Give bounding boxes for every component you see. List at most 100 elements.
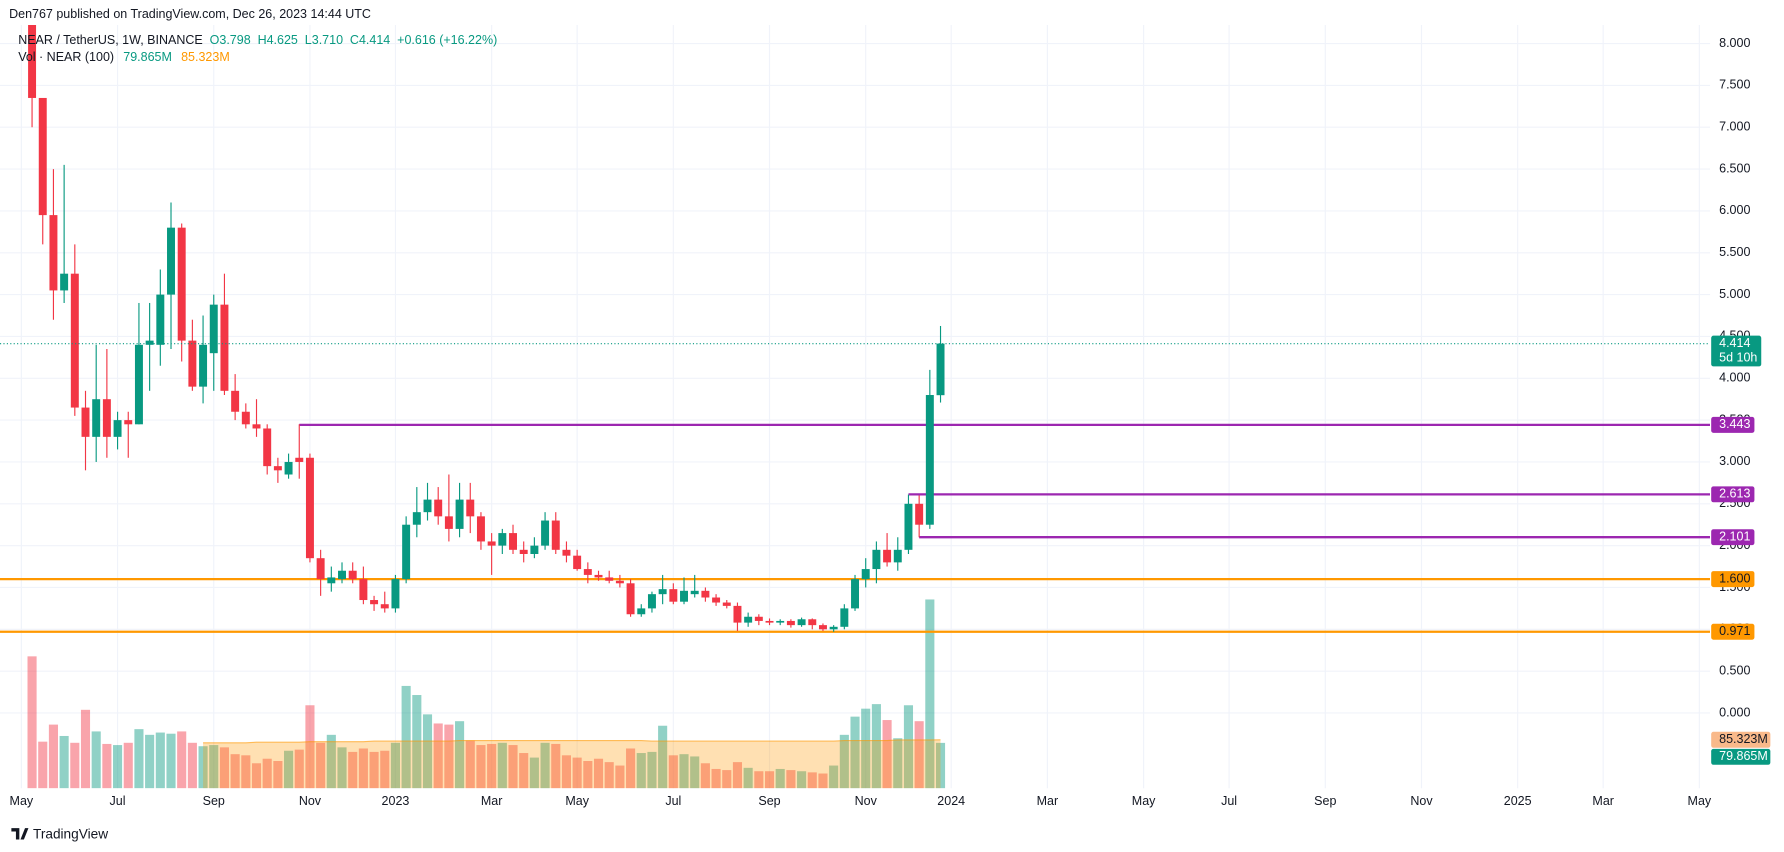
candle-body [818,625,827,630]
volume-bar [294,749,304,789]
volume-axis-label: 79.865M [1719,749,1768,763]
candle-body [199,344,208,387]
volume-bar [401,685,411,789]
legend-volume: Vol · NEAR (100) 79.865M 85.323M [18,50,230,64]
y-tick-label: 5.000 [1719,287,1750,301]
candle-body [541,520,550,546]
candle-body [851,579,860,609]
candle-body [177,227,186,341]
level-label-box [1711,571,1755,588]
legend-main: NEAR / TetherUS, 1W, BINANCE O3.798 H4.6… [18,33,497,47]
candle-body [370,600,379,605]
x-tick-label: Jul [665,794,681,808]
candle-body [402,524,411,580]
ohlc-close: C4.414 [350,33,390,47]
volume-bar [80,709,91,789]
x-tick-label: Nov [299,794,322,808]
volume-bar [123,742,133,789]
volume-bar [700,763,710,789]
volume-bar [358,748,368,789]
volume-bar [572,757,582,789]
volume-bar [850,716,860,789]
candle-body [861,569,870,580]
volume-bar [262,758,272,789]
x-tick-label: Sep [758,794,780,808]
level-label: 2.101 [1719,529,1750,543]
y-tick-label: 4.000 [1719,371,1750,385]
volume-bar [38,741,48,789]
candle-body [733,605,742,623]
candle-body [49,215,58,291]
volume-name: Vol · NEAR (100) [18,50,114,64]
candle-body [829,626,838,630]
candle-body [102,399,111,437]
y-tick-label: 7.500 [1719,78,1750,92]
volume-bar [647,751,657,789]
volume-bar [882,720,892,789]
candle-body [647,594,656,609]
volume-bar [48,724,58,789]
candle-body [231,390,240,412]
volume-bar [829,765,839,789]
volume-bar [519,753,529,789]
candle-body [434,499,443,517]
x-tick-label: Nov [1410,794,1433,808]
candle-body [615,580,624,584]
volume-bar [754,771,764,789]
candle-body [669,589,678,602]
volume-bar [369,751,379,789]
candle-body [359,579,368,601]
volume-bar [679,754,689,789]
candle-body [156,294,165,345]
published-note: Den767 published on TradingView.com, Dec… [9,7,371,21]
volume-bar [925,599,935,789]
candle-body [220,304,229,391]
candle-body [551,520,560,550]
volume-bar [305,705,315,789]
volume-bar [284,750,294,789]
volume-bar [871,704,881,789]
volume-bar [487,743,497,789]
volume-bar [839,734,849,789]
volume-bar [914,721,924,789]
volume-value: 79.865M [123,50,172,64]
x-tick-label: 2023 [382,794,410,808]
x-tick-label: 2024 [937,794,965,808]
candle-body [295,457,304,462]
volume-ma-box [1711,731,1771,748]
volume-bar [134,729,144,789]
volume-bar [818,773,828,789]
level-label: 3.443 [1719,417,1750,431]
x-tick-label: May [10,794,34,808]
candle-body [883,549,892,563]
candle-body [530,545,539,555]
candle-body [284,461,293,475]
candle-body [690,590,699,595]
countdown-label: 5d 10h [1719,351,1757,365]
x-tick-label: Sep [1314,794,1336,808]
candle-body [637,608,646,615]
plot-area [0,25,1711,789]
candle-body [712,597,721,603]
volume-bar [380,750,390,789]
volume-bar [273,760,283,789]
volume-bar [219,747,229,789]
candle-body [893,549,902,563]
volume-bar [155,732,165,789]
volume-bar [390,742,400,789]
volume-bar [59,735,69,789]
level-label: 1.600 [1719,571,1750,585]
volume-bar [893,738,903,789]
ohlc-change: +0.616 (+16.22%) [397,33,497,47]
volume-bar [935,742,946,789]
candle-body [134,344,143,425]
volume-bar [711,768,721,789]
volume-bar [732,762,743,789]
candle-body [423,499,432,513]
volume-ma-axis-label: 85.323M [1719,732,1768,746]
volume-bar [326,734,336,789]
candle-body [263,428,272,467]
x-tick-label: Mar [1037,794,1059,808]
candle-body [605,577,614,581]
